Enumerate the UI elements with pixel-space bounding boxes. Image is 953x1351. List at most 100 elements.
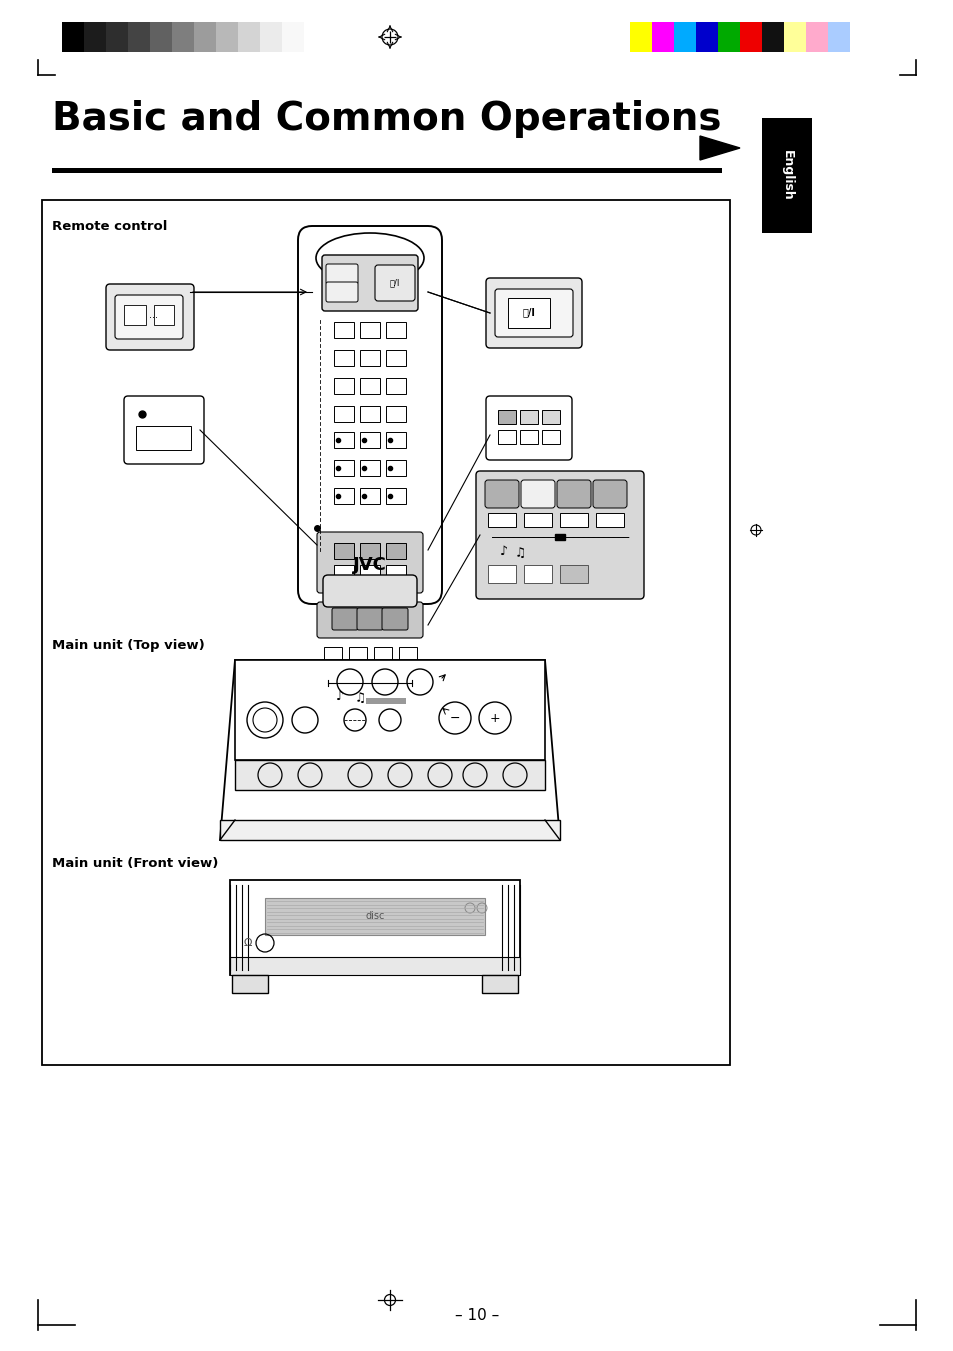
FancyBboxPatch shape xyxy=(485,278,581,349)
FancyBboxPatch shape xyxy=(326,282,357,303)
Text: ♪: ♪ xyxy=(335,690,344,703)
Text: Basic and Common Operations: Basic and Common Operations xyxy=(52,100,720,138)
Bar xyxy=(359,711,379,724)
Bar xyxy=(359,432,379,449)
Bar xyxy=(374,647,392,661)
Bar xyxy=(365,680,375,688)
Bar xyxy=(124,305,146,326)
Bar xyxy=(559,565,587,584)
Bar xyxy=(334,322,354,338)
Bar xyxy=(366,698,406,704)
Bar xyxy=(386,459,406,476)
FancyBboxPatch shape xyxy=(323,576,416,607)
Bar xyxy=(62,22,84,51)
Bar xyxy=(519,409,537,424)
Bar xyxy=(651,22,673,51)
Bar xyxy=(761,22,783,51)
Bar xyxy=(237,22,260,51)
Bar xyxy=(136,426,191,450)
Bar xyxy=(718,22,740,51)
Bar xyxy=(481,975,517,993)
Bar xyxy=(349,647,367,661)
Text: Remote control: Remote control xyxy=(52,220,167,232)
Bar xyxy=(334,432,354,449)
Text: Main unit (Top view): Main unit (Top view) xyxy=(52,639,205,653)
Bar xyxy=(359,407,379,422)
Bar xyxy=(359,322,379,338)
FancyBboxPatch shape xyxy=(322,255,417,311)
Bar xyxy=(523,565,552,584)
Polygon shape xyxy=(700,136,740,159)
Bar xyxy=(488,513,516,527)
Bar xyxy=(324,647,341,661)
Text: English: English xyxy=(780,150,793,201)
Text: disc: disc xyxy=(365,911,384,921)
Bar xyxy=(359,459,379,476)
Bar xyxy=(150,22,172,51)
Bar xyxy=(153,305,173,326)
Bar xyxy=(386,350,406,366)
Bar xyxy=(385,711,405,724)
FancyBboxPatch shape xyxy=(557,480,590,508)
Bar xyxy=(359,543,379,559)
Bar xyxy=(334,407,354,422)
Bar xyxy=(215,22,237,51)
Text: Ω: Ω xyxy=(244,938,252,948)
Bar xyxy=(334,543,354,559)
Text: +: + xyxy=(489,712,499,724)
Bar xyxy=(52,168,721,173)
Bar xyxy=(386,407,406,422)
Bar xyxy=(386,378,406,394)
Bar xyxy=(265,898,484,935)
Bar xyxy=(497,430,516,444)
Text: ♫: ♫ xyxy=(354,692,365,705)
Bar xyxy=(541,409,559,424)
FancyBboxPatch shape xyxy=(375,265,415,301)
Bar xyxy=(334,378,354,394)
Bar xyxy=(260,22,282,51)
Bar xyxy=(106,22,128,51)
Bar xyxy=(541,430,559,444)
Text: JVC: JVC xyxy=(353,557,387,574)
FancyBboxPatch shape xyxy=(485,396,572,459)
Bar xyxy=(234,761,544,790)
FancyBboxPatch shape xyxy=(593,480,626,508)
Bar xyxy=(488,565,516,584)
Text: – 10 –: – 10 – xyxy=(455,1308,498,1323)
Bar xyxy=(385,730,405,743)
Bar xyxy=(220,820,559,840)
Bar xyxy=(507,299,550,328)
Bar xyxy=(386,488,406,504)
Bar xyxy=(761,118,811,232)
FancyBboxPatch shape xyxy=(326,263,357,284)
Bar xyxy=(359,730,379,743)
Bar xyxy=(230,880,519,975)
Bar xyxy=(386,565,406,581)
Text: −: − xyxy=(449,712,459,724)
FancyBboxPatch shape xyxy=(495,289,573,336)
Bar xyxy=(230,957,519,975)
Bar xyxy=(673,22,696,51)
Bar xyxy=(193,22,215,51)
FancyBboxPatch shape xyxy=(316,532,422,593)
Bar xyxy=(386,543,406,559)
Text: ...: ... xyxy=(150,309,158,320)
Text: ♪: ♪ xyxy=(499,544,507,558)
Bar xyxy=(359,350,379,366)
Bar xyxy=(555,534,564,540)
Bar xyxy=(827,22,849,51)
Bar xyxy=(128,22,150,51)
FancyBboxPatch shape xyxy=(332,608,357,630)
FancyBboxPatch shape xyxy=(124,396,204,463)
Text: ⏻/I: ⏻/I xyxy=(390,278,399,288)
Bar xyxy=(386,432,406,449)
FancyBboxPatch shape xyxy=(520,480,555,508)
Text: ♫: ♫ xyxy=(515,547,526,561)
Bar xyxy=(234,661,544,761)
Bar xyxy=(359,488,379,504)
FancyBboxPatch shape xyxy=(316,603,422,638)
FancyBboxPatch shape xyxy=(297,226,441,604)
Bar xyxy=(334,350,354,366)
Bar xyxy=(805,22,827,51)
Bar xyxy=(629,22,651,51)
